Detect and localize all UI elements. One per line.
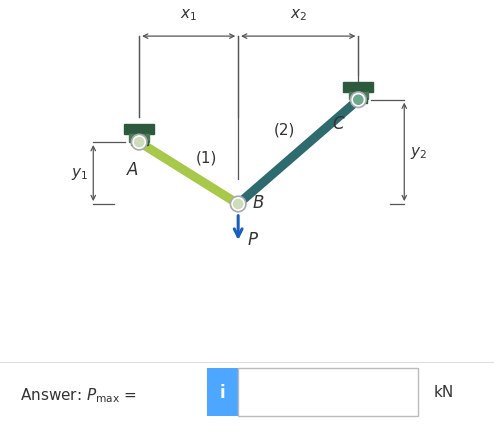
Circle shape bbox=[134, 138, 144, 147]
Circle shape bbox=[230, 197, 246, 212]
Bar bbox=[142, 141, 148, 146]
Text: $y_2$: $y_2$ bbox=[410, 144, 427, 160]
Text: Answer: $P_\mathrm{max}$ =: Answer: $P_\mathrm{max}$ = bbox=[20, 386, 137, 405]
Text: (1): (1) bbox=[196, 150, 217, 165]
Bar bbox=[124, 125, 154, 135]
Text: (2): (2) bbox=[273, 122, 295, 137]
Circle shape bbox=[354, 96, 363, 105]
Bar bbox=[349, 92, 368, 100]
Circle shape bbox=[351, 93, 366, 108]
Text: $P$: $P$ bbox=[247, 231, 259, 249]
Text: $A$: $A$ bbox=[125, 160, 139, 178]
Text: $C$: $C$ bbox=[332, 114, 346, 132]
Text: i: i bbox=[220, 383, 226, 401]
Bar bbox=[131, 141, 136, 146]
Bar bbox=[129, 135, 149, 142]
Circle shape bbox=[131, 135, 147, 150]
Text: $y_1$: $y_1$ bbox=[71, 166, 87, 181]
Text: $x_1$: $x_1$ bbox=[180, 7, 197, 23]
Bar bbox=[361, 99, 367, 103]
Bar bbox=[207, 368, 238, 416]
Text: $B$: $B$ bbox=[251, 194, 264, 212]
Bar bbox=[343, 83, 373, 93]
Text: $x_2$: $x_2$ bbox=[289, 7, 307, 23]
Text: kN: kN bbox=[433, 384, 453, 399]
Circle shape bbox=[234, 200, 243, 209]
Bar bbox=[238, 368, 418, 416]
Bar bbox=[350, 99, 356, 103]
